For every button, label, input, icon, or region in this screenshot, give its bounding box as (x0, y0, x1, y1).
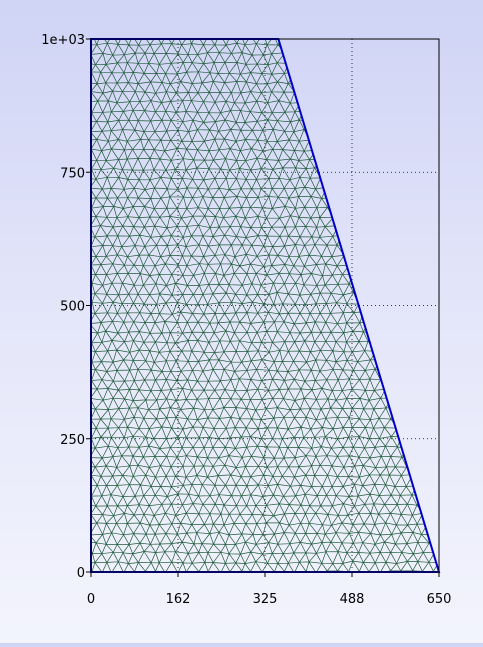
y-tick-label: 750 (60, 166, 85, 181)
triangle-mesh (91, 39, 439, 572)
mesh-edges (91, 39, 439, 572)
x-tick-label: 0 (87, 592, 95, 607)
y-tick-label: 250 (60, 433, 85, 448)
x-tick-label: 325 (253, 592, 278, 607)
x-tick-label: 650 (427, 592, 452, 607)
x-tick-label: 162 (166, 592, 191, 607)
y-tick-label: 0 (77, 566, 85, 581)
y-axis-ticks: 0 250 500 750 1e+03 (41, 33, 91, 581)
y-tick-label: 1e+03 (41, 33, 85, 48)
y-tick-label: 500 (60, 300, 85, 315)
x-tick-label: 488 (340, 592, 365, 607)
grid-lines (91, 39, 439, 572)
x-axis-ticks: 0 162 325 488 650 (87, 572, 452, 607)
